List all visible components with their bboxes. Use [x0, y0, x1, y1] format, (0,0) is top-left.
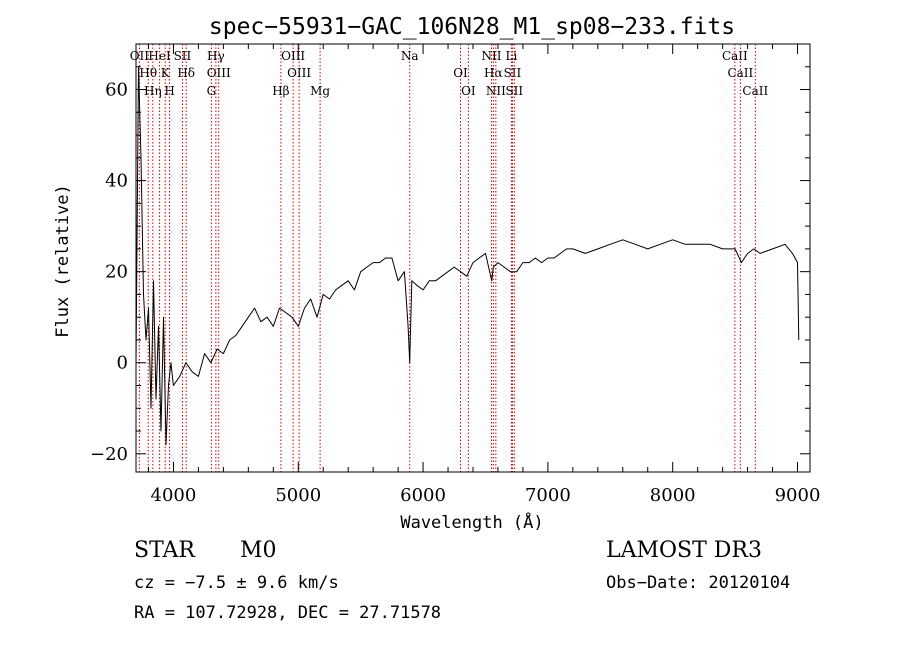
x-tick-label: 6000: [400, 485, 446, 506]
line-marker-label: SII: [174, 49, 192, 63]
y-tick-label: −20: [90, 444, 128, 465]
series-group: [135, 66, 800, 446]
line-marker-label: CaII: [727, 66, 753, 80]
line-marker-label: OIII: [287, 66, 311, 80]
subclass: M0: [240, 538, 277, 563]
line-marker-label: OII: [130, 49, 150, 63]
y-axis-label: Flux (relative): [53, 184, 73, 338]
x-tick-label: 7000: [525, 485, 571, 506]
line-markers: OII Hθ Hη HeI KH SII Hδ G Hγ OIII Hβ OIII OIII Mg Na OI…: [130, 44, 768, 472]
line-marker-label: OI: [461, 84, 476, 98]
line-marker-label: OIII: [281, 49, 305, 63]
line-marker-label: HeI: [148, 49, 171, 63]
y-tick-label: 40: [105, 171, 128, 192]
y-tick-label: 20: [105, 262, 128, 283]
line-marker-label: Hβ: [272, 84, 289, 98]
line-marker-label: OI: [453, 66, 468, 80]
line-marker-label: Mg: [310, 84, 330, 98]
line-marker-label: Hθ: [139, 66, 157, 80]
line-marker-label: OIII: [207, 66, 231, 80]
line-marker-label: Hη: [144, 84, 162, 98]
line-marker-label: Hγ: [207, 49, 225, 63]
line-marker-label: SII: [504, 66, 522, 80]
x-tick-label: 9000: [775, 485, 821, 506]
line-marker-label: Hδ: [177, 66, 195, 80]
plot-frame: [135, 43, 811, 473]
coordinates: RA = 107.72928, DEC = 27.71578: [134, 603, 442, 623]
line-marker-label: Li: [506, 49, 518, 63]
survey-name: LAMOST DR3: [606, 538, 762, 563]
redshift-value: cz = −7.5 ± 9.6 km/s: [134, 573, 339, 593]
line-marker-label: G: [207, 84, 217, 98]
y-tick-label: 60: [105, 80, 128, 101]
obs-date: Obs−Date: 20120104: [606, 573, 791, 593]
line-marker-label: NII: [481, 49, 501, 63]
axes: 4000 5000 6000 7000 8000 9000 −20 0 20 40 60: [90, 44, 820, 506]
line-marker-label: NII: [486, 84, 506, 98]
line-marker-label: CaII: [722, 49, 748, 63]
object-class: STAR: [134, 538, 195, 563]
chart-title: spec−55931−GAC_106N28_M1_sp08−233.fits: [209, 14, 735, 40]
line-marker-label: Hα: [484, 66, 503, 80]
line-marker-label: H: [164, 84, 174, 98]
line-marker-label: K: [161, 66, 171, 80]
x-tick-label: 5000: [275, 485, 321, 506]
x-tick-label: 8000: [650, 485, 696, 506]
x-axis-label: Wavelength (Å): [400, 511, 543, 533]
line-marker-label: SII: [505, 84, 523, 98]
line-marker-label: Na: [401, 49, 419, 63]
y-tick-label: 0: [117, 353, 128, 374]
x-tick-label: 4000: [151, 485, 197, 506]
spectrum-line: [135, 66, 800, 446]
line-marker-label: CaII: [742, 84, 768, 98]
